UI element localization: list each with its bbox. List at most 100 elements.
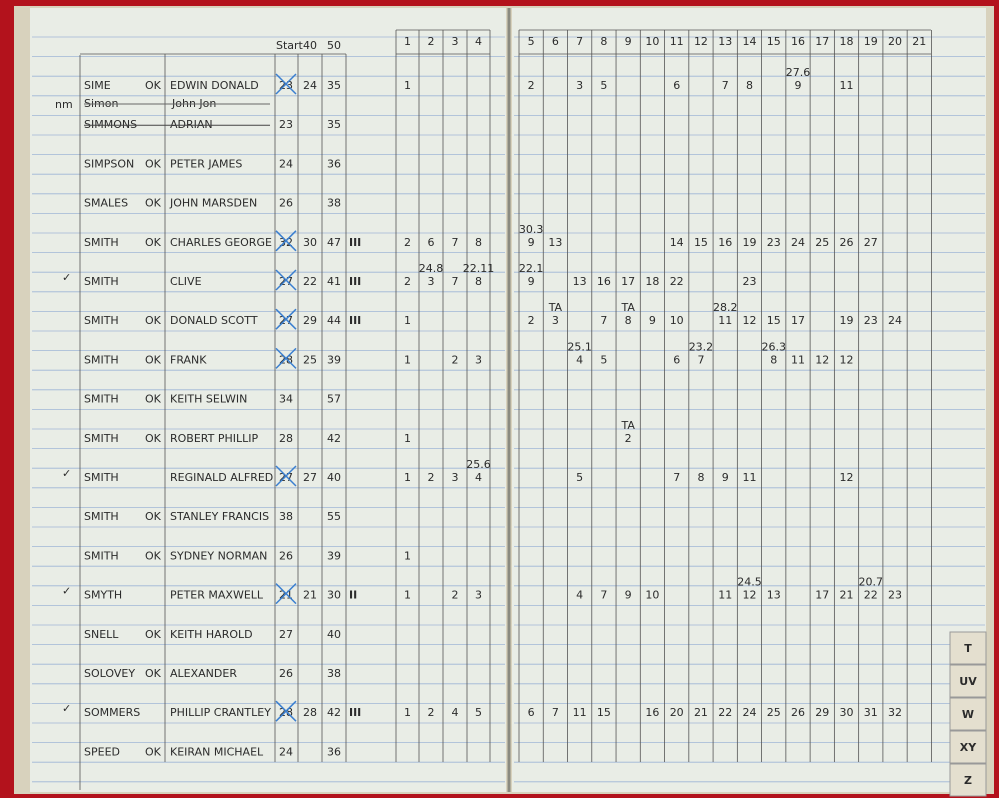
start: 23 — [279, 118, 293, 131]
start: 32 — [279, 236, 293, 249]
column-number: 11 — [670, 35, 684, 48]
entry-note: TA — [548, 301, 563, 314]
column-number: 7 — [576, 35, 583, 48]
entry-note: 22.11 — [463, 262, 495, 275]
given-names: PETER MAXWELL — [170, 589, 264, 602]
status: OK — [145, 628, 162, 641]
cross — [275, 308, 297, 330]
cross — [275, 73, 297, 95]
entry: 6 — [673, 79, 680, 92]
entry: 2 — [428, 706, 435, 719]
status: OK — [145, 510, 162, 523]
entry: 8 — [475, 236, 482, 249]
status: OK — [145, 667, 162, 680]
check-mark: ✓ — [62, 585, 71, 598]
entry: 5 — [576, 471, 583, 484]
at-50: 36 — [327, 157, 341, 170]
start: 27 — [279, 471, 293, 484]
entry: 15 — [767, 314, 781, 327]
at-50: 39 — [327, 353, 341, 366]
surname: SMITH — [84, 236, 119, 249]
status: OK — [145, 157, 162, 170]
start: 28 — [279, 353, 293, 366]
given-names: ROBERT PHILLIP — [170, 432, 259, 445]
entry: 2 — [625, 432, 632, 445]
given-names: ALEXANDER — [170, 667, 237, 680]
at-50: 35 — [327, 118, 341, 131]
column-number: 15 — [767, 35, 781, 48]
surname: SOMMERS — [84, 706, 140, 719]
column-number: 17 — [815, 35, 829, 48]
entry: 11 — [840, 79, 854, 92]
entry-note: TA — [620, 301, 635, 314]
given-names: JOHN MARSDEN — [169, 197, 257, 210]
entry-note: 23.2 — [689, 340, 714, 353]
surname: SMITH — [84, 432, 119, 445]
status: OK — [145, 549, 162, 562]
given-names: KEITH HAROLD — [170, 628, 253, 641]
at-40: 27 — [303, 471, 317, 484]
entry: 8 — [746, 79, 753, 92]
entry: 24 — [742, 706, 756, 719]
entry: 15 — [597, 706, 611, 719]
entry: 23 — [888, 589, 902, 602]
at-50: 35 — [327, 79, 341, 92]
surname: SMITH — [84, 549, 119, 562]
column-number: 13 — [718, 35, 732, 48]
start: 28 — [279, 432, 293, 445]
start: 23 — [279, 79, 293, 92]
tally: III — [349, 314, 361, 327]
column-number: 4 — [475, 35, 482, 48]
entry: 1 — [404, 549, 411, 562]
entry: 13 — [767, 589, 781, 602]
at-40: 25 — [303, 353, 317, 366]
start: 27 — [279, 314, 293, 327]
entry: 7 — [452, 236, 459, 249]
surname: SMYTH — [84, 589, 122, 602]
given-names: PHILLIP CRANTLEY — [170, 706, 271, 719]
given-names: KEITH SELWIN — [170, 393, 247, 406]
entry: 12 — [815, 353, 829, 366]
start: 26 — [279, 549, 293, 562]
given-names: CHARLES GEORGE — [170, 236, 272, 249]
entry: 31 — [864, 706, 878, 719]
entry: 7 — [600, 589, 607, 602]
entry: 7 — [552, 706, 559, 719]
at-50: 42 — [327, 432, 341, 445]
column-number: 18 — [840, 35, 854, 48]
entry: 18 — [645, 275, 659, 288]
cross — [275, 269, 297, 291]
entry: 15 — [694, 236, 708, 249]
entry: 2 — [452, 589, 459, 602]
entry-note: 28.2 — [713, 301, 738, 314]
entry: 13 — [548, 236, 562, 249]
surname: SMITH — [84, 275, 119, 288]
at-50: 30 — [327, 589, 341, 602]
entry: 14 — [670, 236, 684, 249]
start: 27 — [279, 628, 293, 641]
tab-label: T — [964, 642, 972, 655]
at-50: 38 — [327, 197, 341, 210]
entry-note: 27.6 — [786, 66, 811, 79]
entry-note: 22.1 — [519, 262, 544, 275]
start: 26 — [279, 667, 293, 680]
entry: 7 — [673, 471, 680, 484]
at-50: 41 — [327, 275, 341, 288]
entry: 16 — [718, 236, 732, 249]
tab-label: W — [962, 708, 974, 721]
entry: 24 — [791, 236, 805, 249]
entry-note: 26.3 — [761, 340, 786, 353]
column-number: 16 — [791, 35, 805, 48]
entry: 2 — [452, 353, 459, 366]
entry: 6 — [428, 236, 435, 249]
surname: SNELL — [84, 628, 119, 641]
entry: 23 — [767, 236, 781, 249]
given-names: STANLEY FRANCIS — [170, 510, 269, 523]
start: 24 — [279, 745, 293, 758]
entry: 17 — [621, 275, 635, 288]
entry: 4 — [452, 706, 459, 719]
entry: 20 — [670, 706, 684, 719]
entry: 2 — [404, 236, 411, 249]
status: OK — [145, 393, 162, 406]
